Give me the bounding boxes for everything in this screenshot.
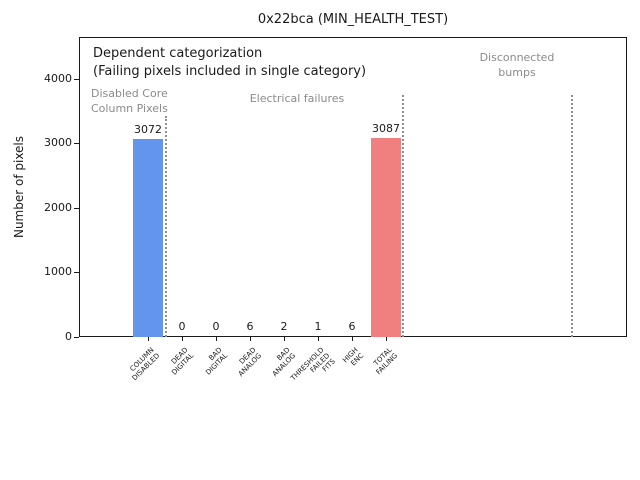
separator-line-electrical: [402, 95, 404, 337]
x-tick-mark: [318, 337, 319, 341]
annotation-disconnected-bumps: Disconnected bumps: [479, 51, 555, 79]
y-tick-label: 1000: [44, 264, 72, 278]
bar-value-label: 6: [246, 320, 254, 333]
x-tick-mark: [284, 337, 285, 341]
y-tick-label: 3000: [44, 135, 72, 149]
bar-value-label: 3087: [372, 122, 400, 135]
bar-column-disabled: [133, 139, 163, 337]
y-tick-label: 4000: [44, 71, 72, 85]
y-tick-mark: [74, 337, 79, 338]
y-tick-label: 2000: [44, 200, 72, 214]
annotation-disabled-core-column-pixels: Disabled Core Column Pixels: [91, 87, 168, 115]
y-tick-mark: [74, 208, 79, 209]
bar-value-label: 1: [314, 320, 322, 333]
x-tick-mark: [182, 337, 183, 341]
bar-value-label: 6: [348, 320, 356, 333]
y-tick-mark: [74, 143, 79, 144]
separator-line-disconnected: [571, 95, 573, 337]
annotation-dependent-categorization: Dependent categorization (Failing pixels…: [93, 46, 367, 79]
y-axis-label: Number of pixels: [12, 135, 26, 239]
chart-title: 0x22bca (MIN_HEALTH_TEST): [257, 12, 449, 27]
x-tick-mark: [148, 337, 149, 341]
x-tick-mark: [216, 337, 217, 341]
y-tick-mark: [74, 272, 79, 273]
x-tick-mark: [386, 337, 387, 341]
plot-area: [79, 37, 627, 337]
annotation-electrical-failures: Electrical failures: [249, 92, 345, 105]
y-tick-mark: [74, 79, 79, 80]
bar-value-label: 0: [178, 320, 186, 333]
x-tick-mark: [352, 337, 353, 341]
bar-total-failing: [371, 138, 401, 337]
bar-value-label: 2: [280, 320, 288, 333]
bar-value-label: 3072: [134, 123, 162, 136]
x-tick-mark: [250, 337, 251, 341]
bar-value-label: 0: [212, 320, 220, 333]
separator-line-disabled-core: [165, 116, 167, 337]
y-tick-label: 0: [65, 329, 72, 343]
